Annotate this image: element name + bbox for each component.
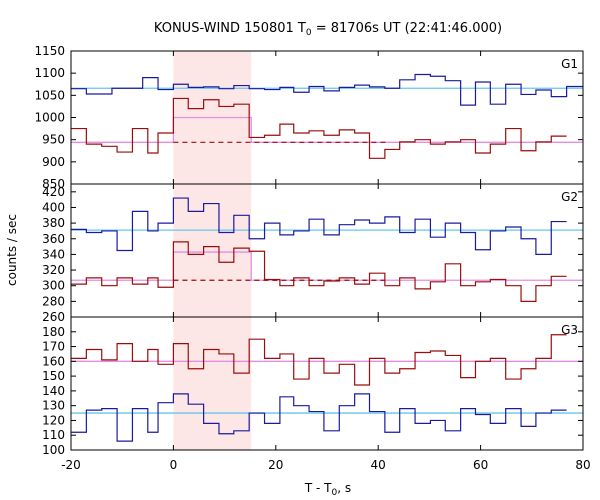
plot-area: 8509009501000105011001150G12602803003203…	[34, 44, 590, 472]
g1-y-tick-label: 950	[42, 133, 65, 147]
g2-panel-label: G2	[561, 190, 578, 204]
g2-y-tick-label: 420	[42, 185, 65, 199]
chart-title: KONUS-WIND 150801 T0 = 81706s UT (22:41:…	[154, 21, 502, 38]
g3-y-tick-label: 150	[42, 369, 65, 383]
g1-panel-label: G1	[561, 57, 578, 71]
g2-y-tick-label: 260	[42, 310, 65, 324]
g3-y-tick-label: 160	[42, 354, 65, 368]
x-tick-label: 60	[473, 458, 488, 472]
g1-y-tick-label: 1050	[34, 88, 65, 102]
g3-y-tick-label: 100	[42, 443, 65, 457]
g3-y-tick-label: 120	[42, 413, 65, 427]
g2-y-tick-label: 300	[42, 279, 65, 293]
g2-y-tick-label: 280	[42, 294, 65, 308]
g1-y-tick-label: 1100	[34, 66, 65, 80]
g1-y-tick-label: 900	[42, 155, 65, 169]
g3-y-tick-label: 170	[42, 340, 65, 354]
g3-y-tick-label: 110	[42, 428, 65, 442]
x-tick-label: 0	[170, 458, 178, 472]
g3-y-tick-label: 130	[42, 399, 65, 413]
g2-y-tick-label: 400	[42, 200, 65, 214]
g1-red-fit-line	[71, 116, 583, 143]
x-tick-label: 80	[575, 458, 590, 472]
g1-y-tick-label: 1000	[34, 111, 65, 125]
g2-y-tick-label: 360	[42, 232, 65, 246]
g2-panel-frame	[70, 183, 584, 318]
g2-blue-series	[71, 197, 567, 256]
g2-red-series	[71, 241, 567, 302]
g3-y-tick-label: 140	[42, 384, 65, 398]
g3-red-series	[71, 334, 567, 386]
g3-y-tick-label: 180	[42, 325, 65, 339]
shaded-interval	[173, 51, 252, 450]
g3-blue-series	[71, 393, 567, 442]
g1-y-tick-label: 1150	[34, 44, 65, 58]
g1-blue-series	[71, 73, 583, 106]
x-tick-label: 40	[371, 458, 386, 472]
g1-y-tick-label: 850	[42, 177, 65, 191]
g2-y-tick-label: 380	[42, 216, 65, 230]
x-tick-label: 20	[268, 458, 283, 472]
x-axis-label: T - T0, s	[304, 481, 351, 498]
g2-red-fit-line	[71, 251, 583, 281]
g2-y-tick-label: 340	[42, 247, 65, 261]
g3-panel-label: G3	[561, 323, 578, 337]
g3-panel-frame	[70, 316, 584, 451]
g1-red-series	[71, 97, 567, 159]
x-tick-label: -20	[61, 458, 81, 472]
g1-panel-frame	[70, 50, 584, 185]
y-axis-label: counts / sec	[5, 214, 19, 286]
g2-y-tick-label: 320	[42, 263, 65, 277]
